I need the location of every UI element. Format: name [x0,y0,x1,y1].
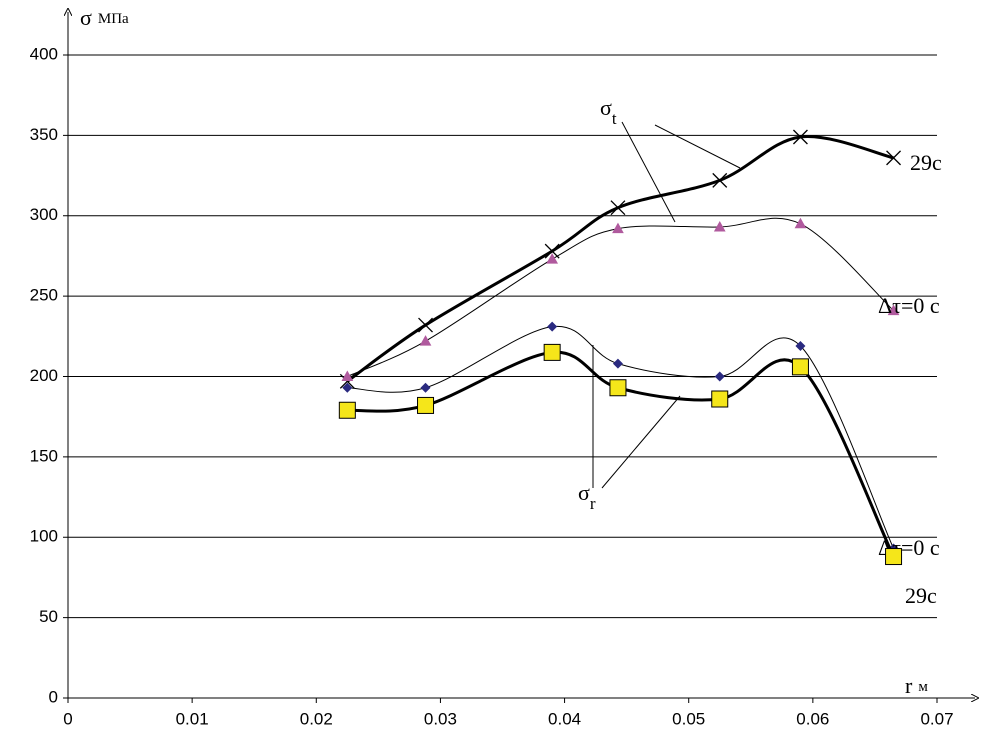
x-tick-label: 0.05 [672,709,705,728]
y-tick-label: 400 [30,44,58,63]
y-axis-label: σ МПа [80,5,129,30]
x-tick-label: 0.02 [300,709,333,728]
y-tick-label: 250 [30,286,58,305]
y-tick-label: 100 [30,527,58,546]
marker-triangle [612,222,624,234]
marker-diamond [420,382,431,393]
marker-cross [418,317,433,333]
marker-diamond [342,382,353,393]
y-tick-label: 300 [30,205,58,224]
series: 29c [339,129,942,389]
annotation-symbol: σ [600,95,612,120]
marker-triangle [794,217,807,229]
marker-square [885,548,903,566]
annotation: σr [578,480,596,513]
series-end-label: 29c [905,583,937,608]
x-tick-label: 0.03 [424,709,457,728]
y-axis-symbol: σ [80,5,92,30]
marker-square [543,343,561,361]
marker-cross [886,150,902,166]
x-tick-label: 0 [63,709,72,728]
marker-diamond [795,340,806,351]
series-end-label: Δτ=0 c [878,293,940,318]
marker-triangle [341,370,354,381]
marker-cross [792,129,808,145]
y-tick-label: 0 [49,687,58,706]
marker-square [417,396,435,414]
x-axis-unit: м [918,679,928,695]
marker-cross [544,243,560,259]
x-axis-symbol: r [905,673,913,698]
series-line [347,326,895,549]
series: Δτ=0 c [342,321,940,560]
marker-triangle [546,253,559,264]
y-axis-unit: МПа [98,11,129,27]
leader-line [654,124,741,169]
annotation-subscript: r [590,494,596,513]
y-tick-label: 200 [30,366,58,385]
x-tick-label: 0.06 [796,709,829,728]
marker-triangle [419,335,432,346]
marker-square [338,401,356,419]
marker-cross [339,373,355,389]
marker-square [609,379,627,397]
annotation-subscript: t [612,109,617,128]
series-line [347,217,894,377]
series: 29c [338,343,937,608]
x-tick-label: 0.04 [548,709,581,728]
marker-triangle [713,220,726,232]
series-end-label: 29c [910,150,942,175]
marker-diamond [612,358,623,369]
leader-line [601,395,681,489]
marker-cross [610,200,626,216]
annotation: σt [600,95,617,128]
marker-square [711,390,729,408]
marker-diamond [547,321,558,332]
marker-cross [712,172,728,188]
series: Δτ=0 c [341,217,940,381]
marker-triangle [887,304,900,316]
series-line [347,350,895,558]
annotation-symbol: σ [578,480,590,505]
y-tick-label: 350 [30,125,58,144]
marker-square [791,358,809,376]
leader-line [621,121,676,223]
marker-diamond [714,371,725,382]
x-tick-label: 0.01 [176,709,209,728]
leader-lines [592,121,741,489]
x-tick-label: 0.07 [920,709,953,728]
y-tick-label: 50 [39,607,58,626]
y-tick-label: 150 [30,446,58,465]
